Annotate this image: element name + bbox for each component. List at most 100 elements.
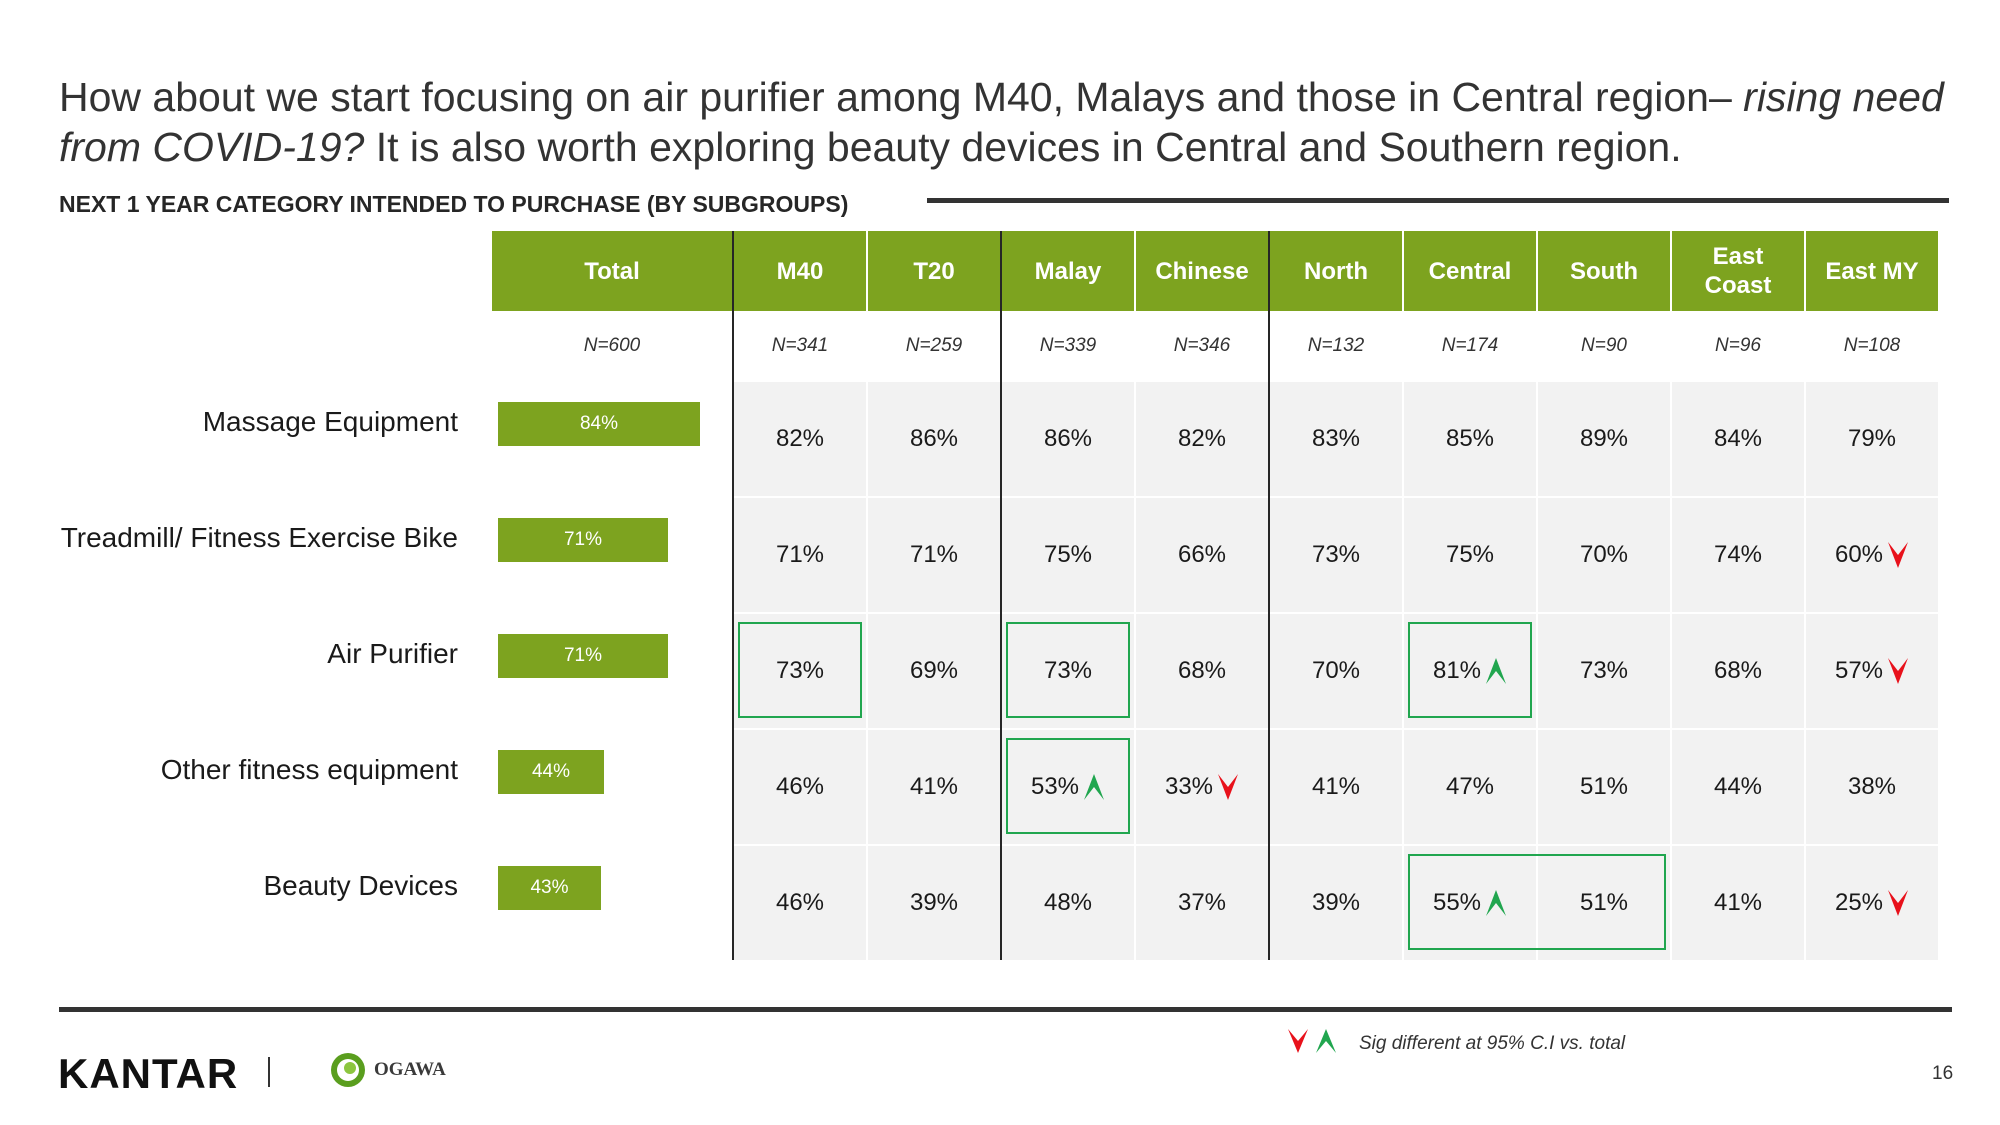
column-header-chinese: Chinese [1136,231,1268,311]
cell-value: 39% [909,889,959,916]
cell-value-wrap: 44% [1714,773,1762,801]
cell-value-wrap: 39% [1312,889,1360,917]
cell-value-wrap: 73% [1580,657,1628,685]
cell-value-wrap: 86% [910,425,958,453]
cell-value-wrap: 71% [910,541,958,569]
ogawa-leaf-icon [331,1053,365,1087]
data-cell: 60% [1806,498,1938,612]
cell-value: 39% [1311,889,1361,916]
cell-value: 84% [1713,425,1763,452]
sample-size-south: N=90 [1581,335,1627,356]
sig-down-arrow-icon [1217,773,1239,801]
cell-value-wrap: 41% [910,773,958,801]
data-cell: 82% [734,382,866,496]
cell-value-wrap: 70% [1312,657,1360,685]
data-cell: 86% [1002,382,1134,496]
cell-value-wrap: 48% [1044,889,1092,917]
column-header-malay: Malay [1002,231,1134,311]
data-cell: 86% [868,382,1000,496]
cell-value-wrap: 75% [1044,541,1092,569]
legend: Sig different at 95% C.I vs. total [1287,1028,1625,1059]
total-bar: 43% [498,866,601,910]
cell-value: 85% [1445,425,1495,452]
data-cell: 33% [1136,730,1268,844]
total-bar-label: 71% [563,645,603,666]
data-cell: 73% [1270,498,1402,612]
cell-value: 51% [1579,889,1629,916]
data-cell: 46% [734,730,866,844]
cell-value: 70% [1311,657,1361,684]
data-cell: 82% [1136,382,1268,496]
data-cell: 73% [734,614,866,728]
bottom-rule [59,1007,1952,1012]
total-bar-label: 84% [579,413,619,434]
cell-value-wrap: 38% [1848,773,1896,801]
cell-value-wrap: 46% [776,889,824,917]
cell-value: 47% [1445,773,1495,800]
legend-text: Sig different at 95% C.I vs. total [1359,1032,1626,1054]
cell-value-wrap: 33% [1165,773,1239,801]
data-cell: 53% [1002,730,1134,844]
cell-value-wrap: 74% [1714,541,1762,569]
data-cell: 73% [1538,614,1670,728]
data-cell: 41% [1672,846,1804,960]
cell-value-wrap: 89% [1580,425,1628,453]
cell-value: 41% [1713,889,1763,916]
column-header-south: South [1538,231,1670,311]
cell-value: 73% [1311,541,1361,568]
data-cell: 37% [1136,846,1268,960]
data-cell: 68% [1672,614,1804,728]
cell-value: 46% [775,889,825,916]
row-label: Beauty Devices [263,870,458,901]
cell-value-wrap: 53% [1031,773,1105,801]
data-cell: 47% [1404,730,1536,844]
data-cell: 41% [1270,730,1402,844]
cell-value-wrap: 75% [1446,541,1494,569]
cell-value-wrap: 82% [1178,425,1226,453]
cell-value-wrap: 39% [910,889,958,917]
cell-value-wrap: 41% [1714,889,1762,917]
cell-value: 46% [775,773,825,800]
sample-size-east-coast: N=96 [1715,335,1761,356]
sample-size-central: N=174 [1441,335,1499,356]
column-header-east-my: East MY [1806,231,1938,311]
data-cell: 81% [1404,614,1536,728]
cell-value: 79% [1847,425,1897,452]
cell-value: 33% [1164,773,1214,800]
total-bar: 44% [498,750,604,794]
total-bar-label: 44% [531,761,571,782]
sample-size-malay: N=339 [1039,335,1097,356]
cell-value-wrap: 83% [1312,425,1360,453]
cell-value-wrap: 51% [1580,889,1628,917]
page-number: 16 [1932,1063,1954,1084]
chart-subtitle: NEXT 1 YEAR CATEGORY INTENDED TO PURCHAS… [59,191,849,217]
total-bar: 84% [498,402,700,446]
cell-value: 51% [1579,773,1629,800]
data-cell: 70% [1538,498,1670,612]
data-cell: 73% [1002,614,1134,728]
column-header-east-coast: East Coast [1672,231,1804,311]
cell-value-wrap: 73% [1312,541,1360,569]
cell-value: 38% [1847,773,1897,800]
column-header-north: North [1270,231,1402,311]
column-header-central: Central [1404,231,1536,311]
cell-value-wrap: 55% [1433,889,1507,917]
column-header-total: Total [492,231,732,311]
cell-value: 81% [1432,657,1482,684]
row-label: Massage Equipment [202,406,458,437]
ogawa-logo: OGAWA [328,1050,446,1090]
cell-value: 82% [1177,425,1227,452]
row-label: Air Purifier [327,638,458,669]
logo-separator [268,1057,270,1087]
cell-value: 86% [1043,425,1093,452]
sample-size-m40: N=341 [771,335,829,356]
cell-value: 68% [1713,657,1763,684]
data-cell: 74% [1672,498,1804,612]
data-cell: 71% [868,498,1000,612]
data-cell: 25% [1806,846,1938,960]
cell-value-wrap: 37% [1178,889,1226,917]
cell-value-wrap: 46% [776,773,824,801]
cell-value-wrap: 71% [776,541,824,569]
cell-value-wrap: 69% [910,657,958,685]
row-label: Treadmill/ Fitness Exercise Bike [60,522,458,553]
